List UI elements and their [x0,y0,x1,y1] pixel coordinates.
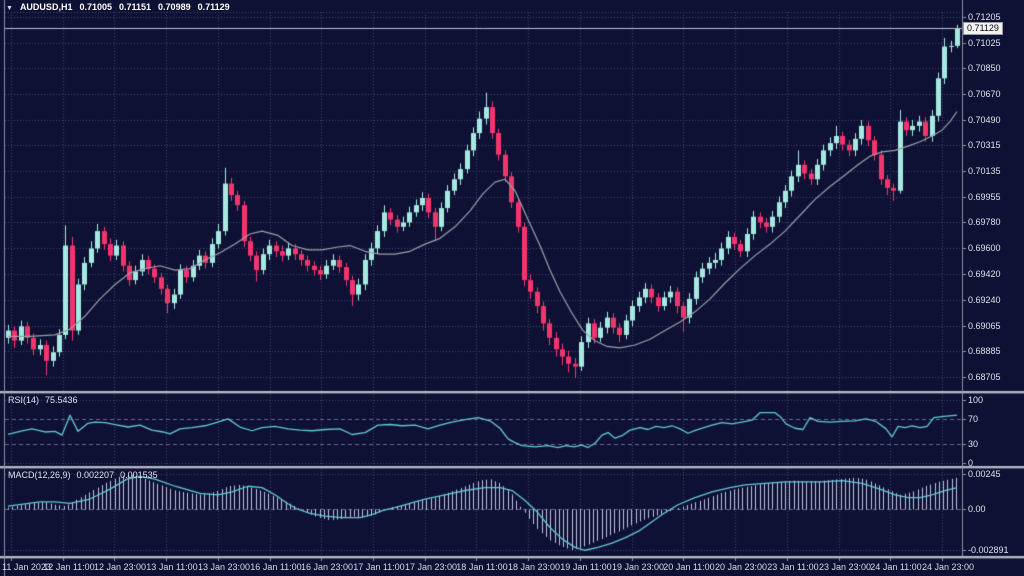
price-axis-label: 0.68885 [968,346,1001,356]
time-axis-label: 24 Jan 23:00 [921,562,975,572]
price-axis-label: 0.69955 [968,192,1001,202]
price-axis-label: 0.70670 [968,89,1001,99]
time-axis-label: 18 Jan 11:00 [456,562,508,572]
price-axis-label: 0.71025 [968,38,1001,48]
time-axis-label: 12 Jan 11:00 [43,562,95,572]
time-axis-label: 11 Jan 2023 [2,562,51,572]
rsi-axis-label: 0 [968,458,974,468]
current-price-tag: 0.71129 [963,22,1003,35]
price-axis-label: 0.70850 [968,63,1001,73]
time-axis-label: 17 Jan 11:00 [353,562,405,572]
time-axis-label: 19 Jan 23:00 [611,562,665,572]
low-value: 0.70989 [158,2,191,12]
time-axis-label: 23 Jan 23:00 [818,562,872,572]
price-axis-label: 0.70315 [968,140,1001,150]
time-axis-label: 17 Jan 23:00 [404,562,458,572]
price-axis-label: 0.69420 [968,269,1001,279]
rsi-label: RSI(14) 75.5436 [8,395,84,405]
chart-title: ▼ AUDUSD,H1 0.71005 0.71151 0.70989 0.71129 [6,2,237,14]
symbol-period-label: AUDUSD,H1 [19,2,73,12]
price-axis-label: 0.71205 [968,12,1001,22]
time-axis-label: 23 Jan 11:00 [767,562,819,572]
time-axis-label: 16 Jan 11:00 [250,562,302,572]
macd-axis-label: 0.00 [968,504,986,514]
time-axis-label: 24 Jan 11:00 [870,562,922,572]
rsi-axis-label: 100 [968,395,984,405]
high-value: 0.71151 [119,2,152,12]
time-axis-label: 18 Jan 23:00 [507,562,561,572]
macd-signal-value: 0.001535 [120,470,158,480]
time-axis-label: 13 Jan 11:00 [146,562,198,572]
price-axis-label: 0.69600 [968,243,1001,253]
macd-label: MACD(12,26,9) 0.002207 0.001535 [8,470,164,480]
macd-value: 0.002207 [76,470,115,480]
price-axis-label: 0.70490 [968,115,1001,125]
time-axis-label: 16 Jan 23:00 [300,562,354,572]
price-axis-label: 0.68705 [968,372,1001,382]
time-axis-label: 20 Jan 11:00 [663,562,715,572]
price-axis-label: 0.69780 [968,217,1001,227]
price-axis-label: 0.69240 [968,295,1001,305]
macd-axis-label: -0.002891 [968,545,1009,555]
open-value: 0.71005 [79,2,112,12]
rsi-name: RSI(14) [8,395,40,405]
rsi-axis-label: 30 [968,439,979,449]
time-axis-label: 20 Jan 23:00 [714,562,768,572]
macd-name: MACD(12,26,9) [8,470,71,480]
rsi-axis-label: 70 [968,414,979,424]
price-axis-label: 0.69065 [968,321,1001,331]
price-axis-label: 0.70135 [968,166,1001,176]
time-axis-label: 19 Jan 11:00 [560,562,612,572]
macd-axis-label: 0.00245 [968,469,1001,479]
symbol-menu-icon[interactable]: ▼ [6,5,13,12]
time-axis-label: 13 Jan 23:00 [197,562,251,572]
rsi-value: 75.5436 [45,395,78,405]
time-axis-label: 12 Jan 23:00 [93,562,147,572]
close-value: 0.71129 [197,2,230,12]
